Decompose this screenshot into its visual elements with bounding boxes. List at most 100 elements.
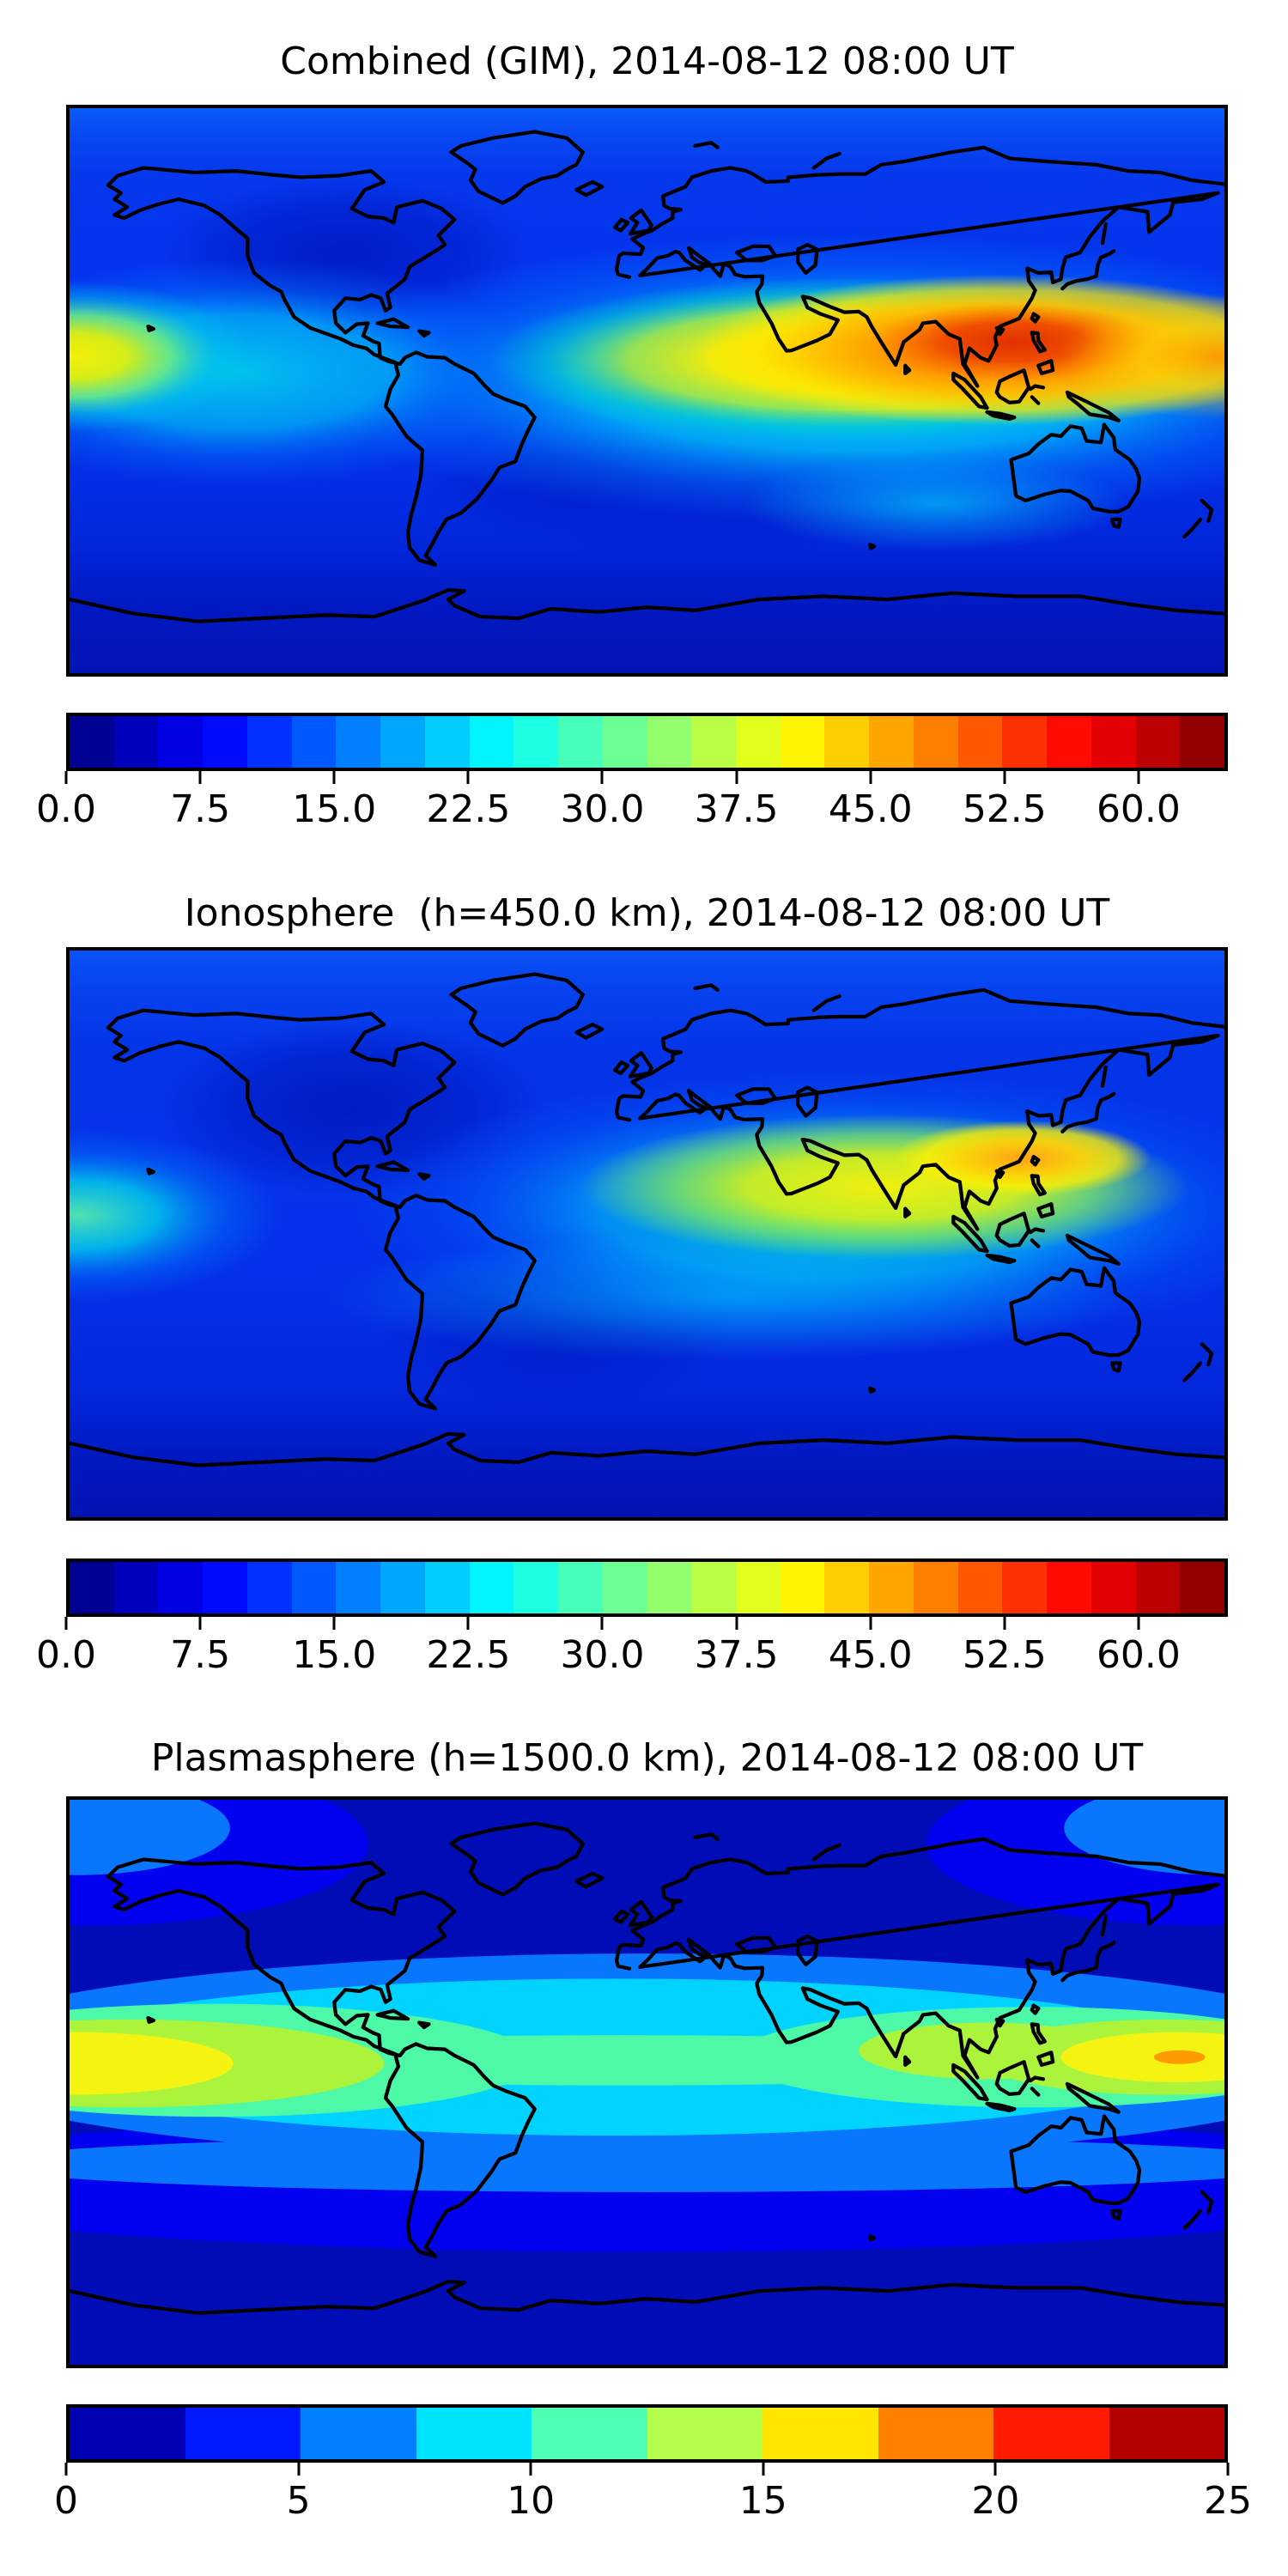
colorbar-tick-label: 15.0 xyxy=(292,1633,377,1677)
colorbar-tick-label: 0.0 xyxy=(36,1633,96,1677)
colorbar-tick-label: 45.0 xyxy=(828,787,913,831)
colorbar-segment xyxy=(957,1562,1003,1613)
colorbar-tick xyxy=(332,771,336,784)
colorbar-segment xyxy=(762,2408,878,2459)
colorbar-tick xyxy=(1137,771,1140,784)
colorbar-tick xyxy=(332,1617,336,1630)
colorbar-segment xyxy=(158,1562,204,1613)
colorbar-segment xyxy=(416,2408,532,2459)
colorbar-tick xyxy=(198,1617,202,1630)
colorbar-tick-label: 60.0 xyxy=(1096,1633,1181,1677)
colorbar-tick-label: 5 xyxy=(286,2479,311,2523)
colorbar-segment xyxy=(424,1562,470,1613)
colorbar-tick xyxy=(297,2463,301,2476)
colorbar-segment xyxy=(336,1562,381,1613)
colorbar-segment xyxy=(1047,716,1091,768)
colorbar-tick xyxy=(529,2463,532,2476)
colorbar-axis: 0.0 7.5 15.0 22.5 30.0 37.5 45.0 52.5 60.0 xyxy=(36,1558,1228,1677)
colorbar-segment xyxy=(602,1562,647,1613)
colorbar-segment xyxy=(513,716,559,768)
colorbar-tick xyxy=(993,2463,997,2476)
colorbar-segment xyxy=(246,1562,292,1613)
colorbar-tick-label: 25 xyxy=(1204,2479,1252,2523)
colorbar-segment xyxy=(203,716,247,768)
colorbar-tick-label: 45.0 xyxy=(828,1633,913,1677)
map-plasmasphere-plot xyxy=(70,1800,1224,2365)
colorbar-tick xyxy=(735,771,738,784)
map-combined xyxy=(66,105,1228,677)
colorbar-segment xyxy=(203,1562,247,1613)
colorbar-segment xyxy=(158,716,204,768)
colorbar-segment xyxy=(736,716,781,768)
colorbar-tick xyxy=(1226,2463,1230,2476)
colorbar-gradient xyxy=(66,713,1228,771)
colorbar-segment xyxy=(647,1562,692,1613)
colorbar-tick-label: 15 xyxy=(738,2479,787,2523)
colorbar-tick xyxy=(64,1617,68,1630)
colorbar-tick xyxy=(1137,1617,1140,1630)
colorbar-tick-label: 0.0 xyxy=(36,787,96,831)
colorbar-segment xyxy=(380,716,425,768)
colorbar-segment xyxy=(780,1562,825,1613)
colorbar-segment xyxy=(780,716,825,768)
colorbar-tick-label: 52.5 xyxy=(962,787,1047,831)
colorbar-gradient xyxy=(66,1558,1228,1617)
map-combined-plot xyxy=(70,108,1224,673)
colorbar-segment xyxy=(869,1562,914,1613)
colorbar-segment xyxy=(113,1562,159,1613)
colorbar-segment xyxy=(1135,716,1181,768)
colorbar-tick-label: 7.5 xyxy=(170,787,231,831)
colorbar-tick xyxy=(466,771,470,784)
colorbar-segment xyxy=(824,1562,870,1613)
colorbar-segment xyxy=(1091,1562,1136,1613)
colorbar-segment xyxy=(957,716,1003,768)
colorbar-tick-label: 0 xyxy=(54,2479,78,2523)
colorbar-tick xyxy=(600,771,604,784)
colorbar-tick-label: 52.5 xyxy=(962,1633,1047,1677)
colorbar-segment xyxy=(336,716,381,768)
colorbar-segment xyxy=(469,716,514,768)
colorbar-tick xyxy=(64,771,68,784)
colorbar-tick-label: 60.0 xyxy=(1096,787,1181,831)
colorbar-ionosphere: 0.0 7.5 15.0 22.5 30.0 37.5 45.0 52.5 60.0 xyxy=(36,1558,1228,1677)
panel-title-ionosphere: Ionosphere (h=450.0 km), 2014-08-12 08:0… xyxy=(184,891,1110,935)
panel-title-plasmasphere: Plasmasphere (h=1500.0 km), 2014-08-12 0… xyxy=(150,1736,1144,1780)
colorbar-tick xyxy=(600,1617,604,1630)
colorbar-tick-label: 37.5 xyxy=(694,787,779,831)
colorbar-tick xyxy=(198,771,202,784)
colorbar-plasmasphere: 0 5 10 15 20 25 xyxy=(54,2404,1252,2523)
colorbar-segment xyxy=(532,2408,647,2459)
colorbar-tick xyxy=(1003,771,1006,784)
colorbar-segment xyxy=(1002,716,1048,768)
colorbar-tick xyxy=(735,1617,738,1630)
colorbar-gradient xyxy=(66,2404,1228,2463)
colorbar-segment xyxy=(691,1562,737,1613)
colorbar-tick xyxy=(762,2463,765,2476)
colorbar-segment xyxy=(1180,716,1225,768)
colorbar-segment xyxy=(869,716,914,768)
colorbar-tick xyxy=(1003,1617,1006,1630)
colorbar-segment xyxy=(1047,1562,1091,1613)
colorbar-segment xyxy=(913,1562,958,1613)
colorbar-tick-label: 37.5 xyxy=(694,1633,779,1677)
colorbar-axis: 0.0 7.5 15.0 22.5 30.0 37.5 45.0 52.5 60.0 xyxy=(36,713,1228,831)
colorbar-segment xyxy=(424,716,470,768)
colorbar-segment xyxy=(1002,1562,1048,1613)
colorbar-segment xyxy=(469,1562,514,1613)
colorbar-segment xyxy=(913,716,958,768)
colorbar-segment xyxy=(70,1562,114,1613)
colorbar-segment xyxy=(647,716,692,768)
colorbar-segment xyxy=(70,2408,185,2459)
colorbar-tick-label: 10 xyxy=(507,2479,556,2523)
colorbar-segment xyxy=(602,716,647,768)
colorbar-tick-label: 20 xyxy=(971,2479,1020,2523)
colorbar-segment xyxy=(291,1562,337,1613)
colorbar-segment xyxy=(1109,2408,1224,2459)
colorbar-tick xyxy=(64,2463,68,2476)
colorbar-segment xyxy=(878,2408,993,2459)
colorbar-tick-label: 7.5 xyxy=(170,1633,231,1677)
colorbar-segment xyxy=(647,2408,762,2459)
colorbar-tick-label: 30.0 xyxy=(560,1633,645,1677)
colorbar-tick xyxy=(466,1617,470,1630)
colorbar-segment xyxy=(1135,1562,1181,1613)
